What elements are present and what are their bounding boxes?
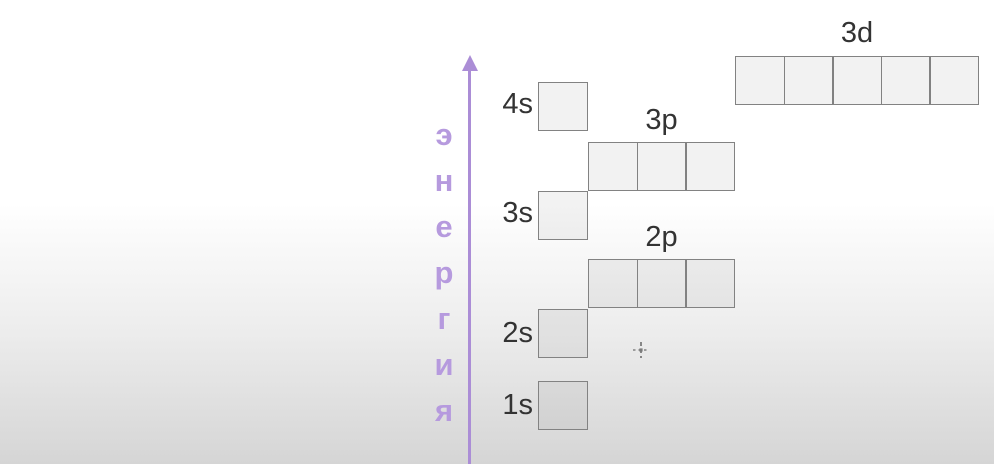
energy-axis-label: э н е р г и я	[424, 118, 464, 428]
orbital-row-3p	[588, 142, 735, 191]
energy-axis-arrowhead-icon	[462, 55, 478, 71]
orbital-row-2p	[588, 259, 735, 308]
axis-letter: и	[434, 347, 454, 382]
orbital-cell-3d	[880, 56, 931, 105]
orbital-label-2s: 2s	[502, 317, 533, 349]
orbital-cell-3p	[636, 142, 687, 191]
orbital-label-3d: 3d	[840, 17, 874, 49]
orbital-cell-2p	[685, 259, 735, 308]
orbital-cell-3d	[832, 56, 882, 105]
orbital-label-3s: 3s	[502, 197, 533, 229]
axis-letter: н	[434, 163, 454, 198]
orbital-row-3d	[735, 56, 979, 105]
orbital-cell-1s	[538, 381, 588, 430]
orbital-cell-2s	[538, 309, 588, 358]
orbital-cell-3d	[783, 56, 834, 105]
axis-letter: э	[435, 117, 453, 152]
orbital-cell-2p	[588, 259, 638, 308]
orbital-cell-3p	[588, 142, 638, 191]
crosshair-cursor-icon	[633, 342, 649, 358]
orbital-row-3s	[538, 191, 588, 240]
orbital-label-4s: 4s	[502, 88, 533, 120]
axis-letter: г	[437, 301, 451, 336]
orbital-cell-3p	[685, 142, 735, 191]
orbital-cell-4s	[538, 82, 588, 131]
orbital-label-3p: 3p	[645, 104, 678, 136]
orbital-row-2s	[538, 309, 588, 358]
axis-letter: р	[434, 255, 454, 290]
orbital-label-2p: 2p	[645, 221, 678, 253]
orbital-row-4s	[538, 82, 588, 131]
orbital-cell-3d	[735, 56, 785, 105]
orbital-cell-3s	[538, 191, 588, 240]
axis-letter: я	[434, 393, 454, 428]
axis-letter: е	[435, 209, 453, 244]
orbital-label-1s: 1s	[502, 389, 533, 421]
orbital-cell-2p	[636, 259, 687, 308]
energy-axis-line	[468, 68, 471, 464]
orbital-row-1s	[538, 381, 588, 430]
orbital-cell-3d	[929, 56, 979, 105]
